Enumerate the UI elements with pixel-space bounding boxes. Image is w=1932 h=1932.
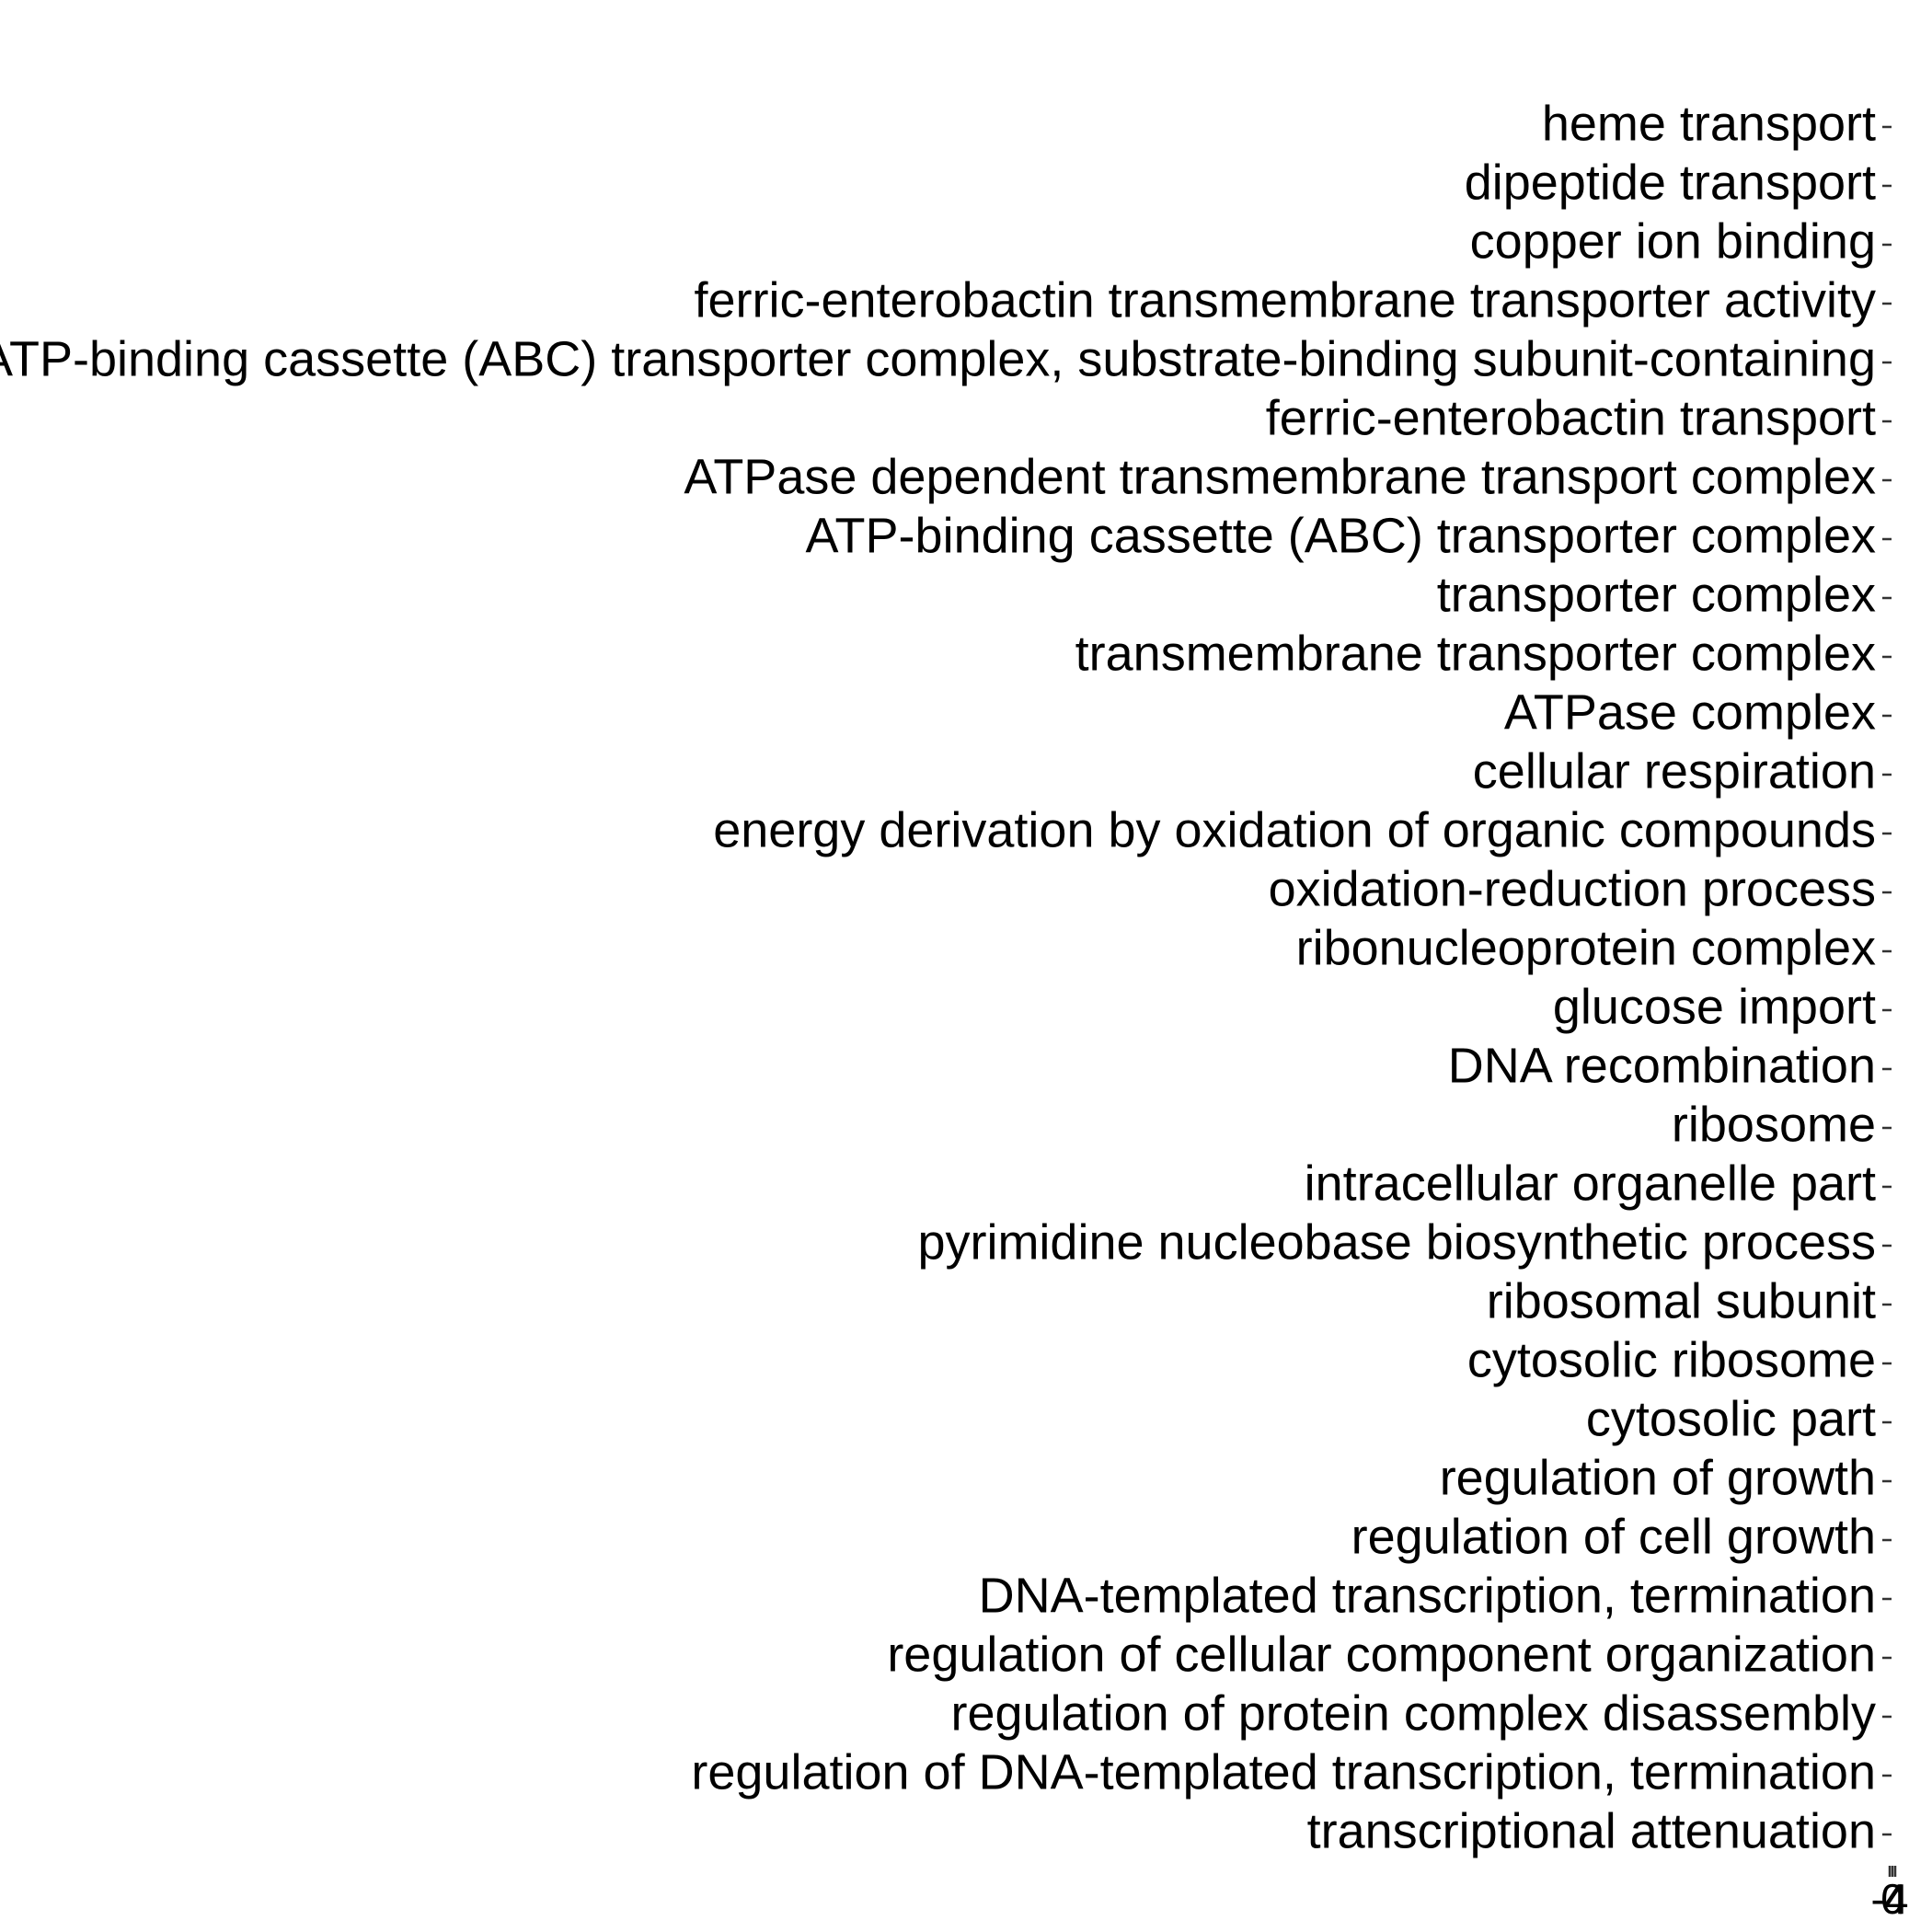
y-tick-label: ATP-binding cassette (ABC) transporter c… (806, 508, 1876, 563)
y-tick-label: DNA-templated transcription, termination (979, 1568, 1876, 1623)
y-tick-label: ribosome (1672, 1097, 1876, 1152)
y-tick-label: ferric-enterobactin transmembrane transp… (694, 272, 1876, 328)
y-tick-label: ATPase dependent transmembrane transport… (684, 449, 1876, 504)
y-tick-label: heme transport (1542, 96, 1876, 151)
y-tick-label: intracellular organelle part (1305, 1156, 1876, 1211)
y-tick-label: copper ion binding (1470, 213, 1876, 269)
y-tick-label: regulation of protein complex disassembl… (950, 1685, 1876, 1741)
y-tick-label: regulation of cell growth (1351, 1509, 1876, 1564)
y-tick-label: energy derivation by oxidation of organi… (713, 802, 1876, 857)
y-tick-label: ATPase complex (1504, 684, 1876, 740)
x-tick-label: -4 (1871, 1875, 1909, 1923)
y-tick-label: ribonucleoprotein complex (1296, 920, 1876, 975)
y-tick-label: transcriptional attenuation (1307, 1803, 1876, 1858)
y-tick-label: transmembrane transporter complex (1075, 626, 1876, 681)
y-tick-label: DNA recombination (1448, 1038, 1876, 1093)
x-tick-label: 0 (1880, 1875, 1904, 1923)
y-tick-label: oxidation-reduction process (1269, 861, 1876, 916)
y-tick-label: regulation of DNA-templated transcriptio… (691, 1744, 1876, 1800)
x-tick-label: 4 (1883, 1875, 1907, 1923)
y-tick-label: cellular respiration (1473, 743, 1876, 799)
y-tick-label: ribosomal subunit (1487, 1273, 1876, 1328)
y-tick-label: ATP-binding cassette (ABC) transporter c… (0, 331, 1876, 386)
y-tick-label: regulation of cellular component organiz… (887, 1627, 1876, 1682)
y-tick-label: cytosolic ribosome (1467, 1332, 1876, 1387)
y-tick-label: ferric-enterobactin transport (1266, 390, 1876, 445)
y-tick-label: regulation of growth (1440, 1450, 1876, 1505)
y-tick-label: glucose import (1553, 979, 1876, 1034)
y-tick-label: pyrimidine nucleobase biosynthetic proce… (917, 1214, 1876, 1270)
y-tick-label: transporter complex (1437, 567, 1876, 622)
y-tick-label: dipeptide transport (1465, 155, 1876, 210)
y-tick-label: cytosolic part (1586, 1391, 1876, 1446)
